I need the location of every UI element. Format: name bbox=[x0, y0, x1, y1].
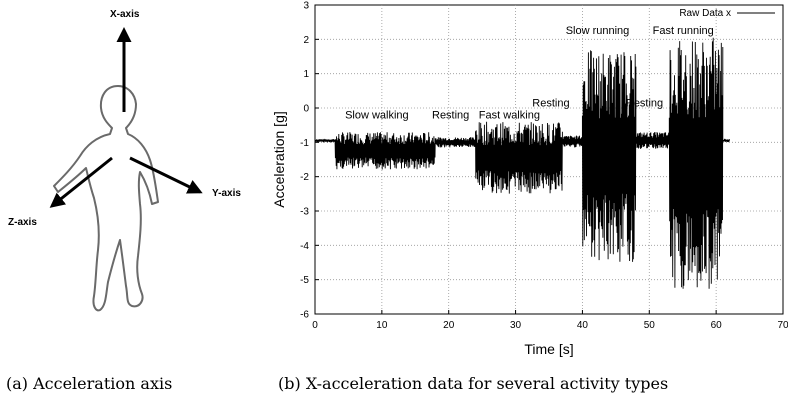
y-axis-label: Y-axis bbox=[212, 188, 241, 199]
y-axis-arrow: Y-axis bbox=[129, 156, 241, 199]
activity-annotation: Slow walking bbox=[345, 109, 409, 121]
activity-annotation: Resting bbox=[626, 97, 663, 109]
x-axis-title: Time [s] bbox=[524, 341, 573, 357]
y-tick-label: -5 bbox=[300, 275, 309, 286]
caption-a: (a) Acceleration axis bbox=[6, 374, 173, 393]
x-tick-label: 30 bbox=[510, 320, 522, 331]
activity-annotation: Resting bbox=[532, 97, 569, 109]
acceleration-axis-figure: X-axis Y-axis Z-axis bbox=[8, 9, 241, 312]
plot-frame bbox=[314, 4, 784, 315]
x-tick-label: 50 bbox=[644, 320, 656, 331]
y-tick-label: 3 bbox=[303, 1, 309, 12]
caption-b: (b) X-acceleration data for several acti… bbox=[278, 374, 669, 393]
activity-annotation: Slow running bbox=[566, 25, 630, 37]
series-line-raw-data-x bbox=[314, 37, 730, 289]
y-axis-title: Acceleration [g] bbox=[271, 111, 287, 208]
x-tick-label: 20 bbox=[443, 320, 455, 331]
acceleration-chart: 0 10 20 30 40 50 60 70 -6 -5 -4 -3 -2 -1 0 1 2 3 Slow wa… bbox=[271, 1, 788, 358]
y-tick-label: -1 bbox=[300, 138, 309, 149]
y-tick-label: 0 bbox=[303, 104, 309, 115]
activity-annotation: Fast running bbox=[653, 25, 714, 37]
y-axis-ticks: -6 -5 -4 -3 -2 -1 0 1 2 3 bbox=[300, 1, 319, 321]
x-tick-label: 70 bbox=[777, 320, 788, 331]
x-tick-label: 0 bbox=[312, 320, 318, 331]
y-tick-label: -2 bbox=[300, 172, 309, 183]
z-axis-label: Z-axis bbox=[8, 217, 37, 228]
x-tick-label: 60 bbox=[711, 320, 723, 331]
activity-annotations: Slow walking Resting Fast walkingRestingSl… bbox=[345, 25, 714, 121]
plot-border bbox=[314, 4, 784, 315]
activity-annotation: Fast walking bbox=[479, 109, 540, 121]
y-tick-label: -6 bbox=[300, 310, 309, 321]
y-tick-label: -3 bbox=[300, 207, 309, 218]
series-raw-data-x bbox=[314, 37, 730, 289]
activity-annotation: Resting bbox=[432, 109, 469, 121]
y-tick-label: -4 bbox=[300, 241, 309, 252]
x-tick-label: 40 bbox=[577, 320, 589, 331]
y-tick-label: 1 bbox=[303, 69, 309, 80]
y-tick-label: 2 bbox=[303, 35, 309, 46]
legend-label: Raw Data x bbox=[679, 8, 731, 19]
x-axis-ticks: 0 10 20 30 40 50 60 70 bbox=[312, 310, 788, 331]
x-tick-label: 10 bbox=[376, 320, 388, 331]
z-axis-arrow: Z-axis bbox=[8, 156, 113, 228]
x-axis-label: X-axis bbox=[110, 9, 140, 20]
human-silhouette bbox=[53, 85, 159, 312]
x-axis-arrow: X-axis bbox=[110, 9, 140, 112]
legend: Raw Data x bbox=[679, 8, 775, 19]
